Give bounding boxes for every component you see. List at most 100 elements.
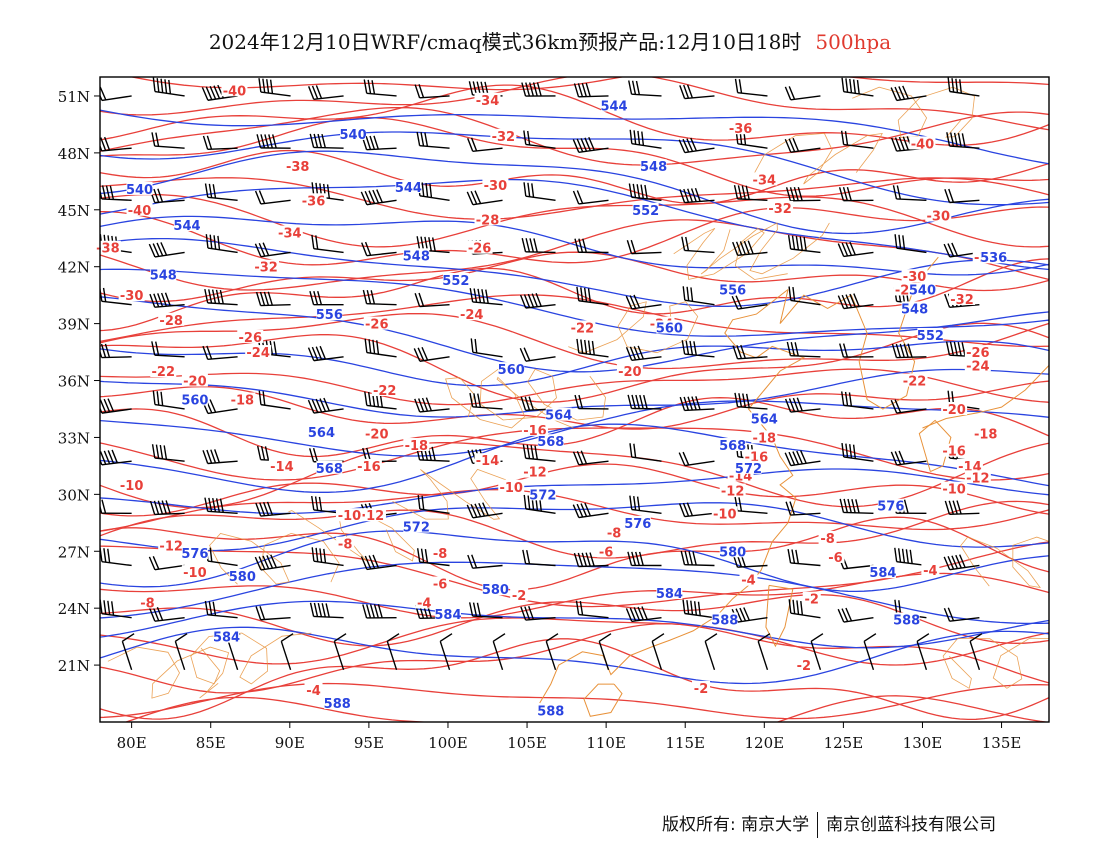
height-label-bg	[656, 586, 683, 599]
lat-tick-label: 27N	[58, 543, 90, 561]
temperature-label-bg	[474, 212, 501, 226]
wind-barb	[681, 340, 715, 358]
temperature-label: -22	[903, 375, 927, 390]
wind-barb	[414, 84, 450, 99]
height-label: 568	[719, 439, 746, 454]
wind-barb	[307, 345, 344, 362]
height-label: 548	[640, 160, 667, 175]
wind-barb	[204, 289, 238, 306]
boundary-line	[752, 132, 883, 185]
wind-barb	[523, 182, 556, 202]
wind-barb	[625, 345, 662, 361]
temperature-label: -36	[729, 122, 753, 137]
boundary-line	[942, 637, 1049, 689]
wind-barb	[205, 234, 238, 254]
wind-barb	[788, 286, 821, 306]
wind-barb	[784, 450, 821, 467]
wind-barb	[944, 188, 980, 204]
temperature-label: -6	[828, 551, 842, 566]
lat-tick-label: 33N	[58, 429, 90, 447]
wind-barb	[152, 77, 185, 97]
lon-tick-label: 125E	[824, 734, 864, 752]
wind-barb	[521, 82, 556, 97]
temperature-contour	[100, 251, 1049, 303]
height-label: 568	[537, 435, 564, 450]
wind-barb	[152, 390, 185, 410]
height-label-bg	[545, 407, 572, 421]
temperature-label: -28	[476, 213, 500, 228]
height-label: 564	[308, 426, 335, 441]
temperature-label-bg	[335, 508, 386, 522]
temperature-label-bg	[711, 506, 738, 520]
temperature-label-bg	[909, 136, 936, 150]
height-label: 552	[442, 274, 469, 289]
wind-barb	[682, 599, 715, 619]
wind-barb	[522, 444, 556, 462]
height-label-bg	[640, 159, 667, 173]
height-label: 580	[482, 583, 509, 598]
height-label-bg	[917, 328, 944, 341]
temperature-label: -8	[607, 526, 621, 541]
height-label: 576	[624, 517, 651, 532]
temperature-label-bg	[901, 269, 928, 283]
wind-barb	[784, 86, 821, 101]
height-contour	[100, 237, 1049, 307]
wind-barb	[467, 137, 503, 152]
temperature-label: -18	[753, 431, 777, 446]
lon-tick-label: 95E	[354, 734, 384, 752]
temperature-label: -4	[306, 684, 320, 699]
temperature-contour	[100, 149, 1049, 205]
wind-barb	[416, 131, 450, 149]
wind-barb	[151, 341, 185, 358]
wind-barb	[784, 397, 821, 413]
wind-barb	[625, 606, 662, 623]
lat-tick-label: 45N	[58, 202, 90, 220]
temperature-label: -10·12	[338, 509, 385, 524]
wind-barb	[839, 343, 874, 358]
wind-barb	[892, 185, 927, 202]
wind-barb	[522, 549, 556, 567]
temperature-label-bg	[245, 345, 272, 359]
wind-barb	[841, 77, 874, 97]
wind-barb	[916, 633, 930, 671]
height-label: 588	[711, 614, 738, 629]
lon-tick-label: 100E	[428, 734, 468, 752]
wind-barb	[362, 604, 397, 619]
boundary-line	[209, 532, 340, 585]
temperature-label-bg	[284, 159, 311, 173]
wind-barb	[204, 183, 238, 202]
temperature-label: -14	[270, 460, 294, 475]
temperature-label: -40	[128, 204, 152, 219]
lat-tick-label: 21N	[58, 657, 90, 675]
wind-barb	[576, 286, 609, 306]
temperature-contour	[100, 106, 1049, 166]
temperature-label-bg	[181, 565, 208, 579]
height-contour	[100, 400, 1049, 457]
height-contour	[100, 340, 1049, 387]
title-level: 500hpa	[815, 30, 892, 54]
wind-barb	[254, 554, 291, 571]
temperature-label: -2	[797, 659, 811, 674]
height-label-bg	[403, 248, 430, 262]
wind-barb	[204, 600, 238, 619]
height-label-bg	[340, 126, 367, 140]
temperature-label-bg	[751, 172, 778, 186]
height-label: 548	[403, 249, 430, 264]
height-label-bg	[181, 392, 208, 406]
temperature-label: -40	[911, 137, 935, 152]
wind-barb	[362, 289, 397, 306]
height-label-bg	[909, 282, 936, 296]
wind-barb	[969, 633, 983, 671]
wind-barb	[863, 633, 877, 671]
lon-tick-label: 120E	[745, 734, 785, 752]
temperature-label-bg	[901, 373, 928, 387]
temperature-contour	[100, 206, 1049, 266]
wind-barb	[100, 185, 132, 202]
temperature-label: -38	[96, 242, 120, 257]
temperature-labels: -40-40-38-38-36-34-34-32-32-30-30-28-28-…	[94, 83, 999, 699]
wind-barb	[890, 136, 927, 152]
temperature-label: -32	[254, 261, 278, 276]
temperature-contour	[100, 516, 1049, 591]
wind-barb	[572, 190, 609, 205]
temperature-contour	[100, 258, 1049, 332]
